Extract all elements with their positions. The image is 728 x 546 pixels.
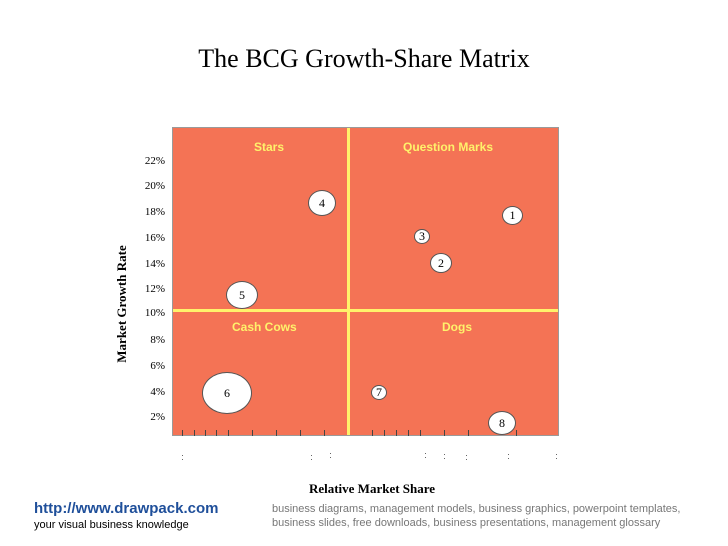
axis-dot [444,458,445,459]
bubble-1: 1 [502,206,523,225]
quadrant-label-dogs: Dogs [442,320,472,334]
x-tick [216,430,217,436]
y-tick-label: 18% [125,206,165,218]
page-title: The BCG Growth-Share Matrix [0,44,728,74]
x-tick [420,430,421,436]
y-tick-label: 6% [125,360,165,372]
x-tick [228,430,229,436]
footer-tagline: your visual business knowledge [34,519,189,531]
x-tick [324,430,325,436]
y-tick-label: 20% [125,180,165,192]
y-tick-label: 10% [125,307,165,319]
vertical-divider [347,128,350,435]
x-tick [516,430,517,436]
x-tick [384,430,385,436]
axis-dot [508,454,509,455]
y-tick-label: 2% [125,411,165,423]
y-tick-label: 4% [125,386,165,398]
y-tick-label: 8% [125,334,165,346]
bubble-8: 8 [488,411,516,435]
footer-description: business diagrams, management models, bu… [272,502,712,530]
y-axis-label: Market Growth Rate [114,245,130,362]
axis-dot [466,455,467,456]
x-tick [300,430,301,436]
x-tick [194,430,195,436]
x-tick [205,430,206,436]
x-tick [276,430,277,436]
x-tick [396,430,397,436]
x-tick [182,430,183,436]
bubble-7: 7 [371,385,387,400]
axis-dot [182,459,183,460]
axis-dot [311,455,312,456]
axis-dot [556,458,557,459]
bubble-3: 3 [414,229,430,244]
horizontal-divider [173,309,558,312]
x-tick [408,430,409,436]
axis-dot [556,454,557,455]
axis-dot [444,454,445,455]
axis-dot [425,453,426,454]
bubble-2: 2 [430,253,452,273]
bubble-4: 4 [308,190,336,216]
axis-dot [330,457,331,458]
y-tick-label: 16% [125,232,165,244]
quadrant-label-question-marks: Question Marks [403,140,493,154]
y-tick-label: 14% [125,258,165,270]
y-tick-label: 12% [125,283,165,295]
bubble-6: 6 [202,372,252,414]
footer-url-link[interactable]: http://www.drawpack.com [34,500,218,517]
x-tick [252,430,253,436]
axis-dot [425,457,426,458]
axis-dot [330,453,331,454]
x-tick [468,430,469,436]
quadrant-label-stars: Stars [254,140,284,154]
axis-dot [508,458,509,459]
axis-dot [311,459,312,460]
x-tick [372,430,373,436]
x-tick [444,430,445,436]
axis-dot [182,455,183,456]
x-axis-label: Relative Market Share [172,481,572,497]
bubble-5: 5 [226,281,258,309]
y-tick-label: 22% [125,155,165,167]
axis-dot [466,459,467,460]
quadrant-label-cash-cows: Cash Cows [232,320,297,334]
